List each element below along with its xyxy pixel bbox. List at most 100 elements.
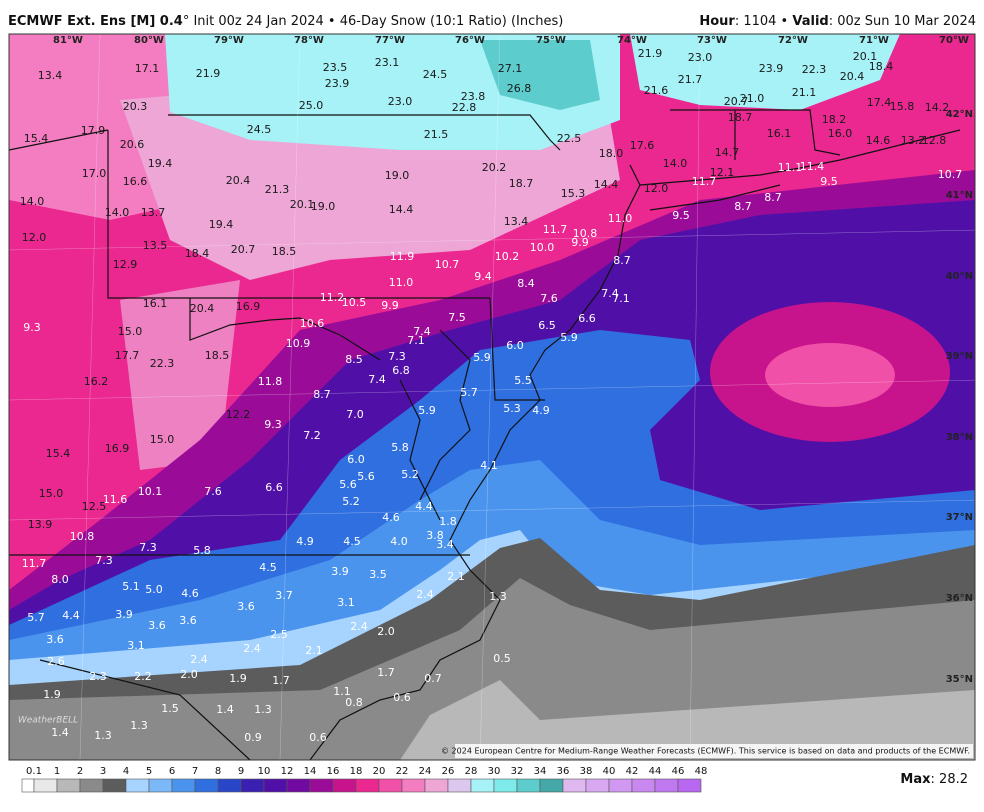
snow-label: 17.0 [82, 167, 107, 180]
snow-label: 8.7 [764, 191, 782, 204]
snow-label: 18.5 [272, 245, 297, 258]
colorbar-tick-label: 10 [258, 766, 271, 777]
snow-label: 13.7 [141, 206, 166, 219]
colorbar-segment [332, 778, 357, 793]
longitude-label: 76°W [455, 35, 485, 46]
header-title: ECMWF Ext. Ens [M] 0.4° Init 00z 24 Jan … [8, 14, 563, 29]
snow-label: 12.5 [82, 500, 107, 513]
snow-label: 20.2 [482, 161, 507, 174]
snow-label: 10.5 [342, 296, 367, 309]
snow-label: 20.4 [840, 70, 865, 83]
snow-label: 9.4 [474, 270, 492, 283]
snow-label: 20.3 [123, 100, 148, 113]
snow-label: 8.5 [345, 353, 363, 366]
snow-label: 7.3 [388, 350, 406, 363]
snow-label: 5.1 [122, 580, 140, 593]
colorbar-segment [240, 778, 265, 793]
colorbar-segment [447, 778, 472, 793]
snow-label: 17.7 [115, 349, 140, 362]
colorbar-segment [378, 778, 403, 793]
snow-label: 16.1 [767, 127, 792, 140]
snow-label: 11.0 [389, 276, 414, 289]
colorbar-segment [585, 778, 610, 793]
snow-label: 21.3 [265, 183, 290, 196]
snow-label: 6.0 [347, 453, 365, 466]
colorbar-tick-label: 40 [603, 766, 616, 777]
snow-label: 7.6 [540, 292, 558, 305]
snow-label: 8.7 [613, 254, 631, 267]
snow-label: 9.3 [23, 321, 41, 334]
colorbar-tick-label: 26 [442, 766, 455, 777]
snow-label: 18.0 [599, 147, 624, 160]
snow-label: 2.2 [134, 670, 152, 683]
snow-label: 0.6 [309, 731, 327, 744]
snow-label: 2.6 [47, 655, 65, 668]
colorbar-segment [263, 778, 288, 793]
colorbar-segment [286, 778, 311, 793]
longitude-label: 74°W [617, 35, 647, 46]
colorbar-segment [102, 778, 127, 793]
colorbar-segment [171, 778, 196, 793]
colorbar-segment [516, 778, 541, 793]
colorbar-tick-label: 30 [488, 766, 501, 777]
snow-label: 19.0 [385, 169, 410, 182]
snow-label: 3.1 [127, 639, 145, 652]
snow-label: 1.3 [489, 590, 507, 603]
snow-label: 11.7 [22, 557, 47, 570]
snow-label: 12.1 [710, 166, 735, 179]
colorbar-tick-label: 5 [146, 766, 152, 777]
snow-label: 1.9 [229, 672, 247, 685]
snow-label: 2.4 [190, 653, 208, 666]
snow-label: 3.6 [148, 619, 166, 632]
snow-label: 3.4 [436, 538, 454, 551]
colorbar-tick-label: 16 [327, 766, 340, 777]
snow-label: 22.3 [802, 63, 827, 76]
snow-label: 22.5 [557, 132, 582, 145]
map-frame [8, 33, 976, 761]
snow-label: 15.3 [561, 187, 586, 200]
snow-label: 22.3 [150, 357, 175, 370]
colorbar-tick-label: 8 [215, 766, 221, 777]
snow-label: 19.0 [311, 200, 336, 213]
snow-label: 15.0 [150, 433, 175, 446]
snow-label: 23.9 [759, 62, 784, 75]
snow-label: 26.8 [507, 82, 532, 95]
snow-label: 0.6 [393, 691, 411, 704]
snow-label: 11.4 [800, 160, 825, 173]
snow-label: 11.2 [320, 291, 345, 304]
colorbar-tick-label: 32 [511, 766, 524, 777]
snow-label: 16.9 [105, 442, 130, 455]
snow-label: 5.7 [460, 386, 478, 399]
colorbar-segment [677, 778, 702, 793]
snow-label: 5.7 [27, 611, 45, 624]
colorbar-tick-label: 7 [192, 766, 198, 777]
snow-label: 24.5 [423, 68, 448, 81]
snow-label: 8.7 [313, 388, 331, 401]
snow-label: 14.6 [866, 134, 891, 147]
latitude-label: 38°N [946, 432, 973, 443]
snow-label: 6.8 [392, 364, 410, 377]
colorbar-segment [309, 778, 334, 793]
longitude-label: 77°W [375, 35, 405, 46]
snow-label: 0.9 [244, 731, 262, 744]
colorbar-tick-label: 42 [626, 766, 639, 777]
snow-label: 22.8 [452, 101, 477, 114]
snow-label: 14.2 [925, 101, 950, 114]
snow-label: 21.6 [644, 84, 669, 97]
colorbar-segment [539, 778, 564, 793]
snow-label: 1.5 [161, 702, 179, 715]
subtitle: ° Init 00z 24 Jan 2024 • 46-Day Snow (10… [183, 14, 564, 29]
snow-label: 10.0 [530, 241, 555, 254]
snow-label: 9.3 [264, 418, 282, 431]
counties [9, 34, 975, 760]
snow-label: 23.0 [688, 51, 713, 64]
snow-label: 9.5 [820, 175, 838, 188]
longitude-label: 73°W [697, 35, 727, 46]
snow-label: 3.9 [331, 565, 349, 578]
copyright: © 2024 European Centre for Medium-Range … [441, 747, 970, 756]
colorbar-segment [470, 778, 495, 793]
snow-label: 16.0 [828, 127, 853, 140]
longitude-label: 81°W [53, 35, 83, 46]
snow-label: 1.4 [51, 726, 69, 739]
snow-label: 21.0 [740, 92, 765, 105]
